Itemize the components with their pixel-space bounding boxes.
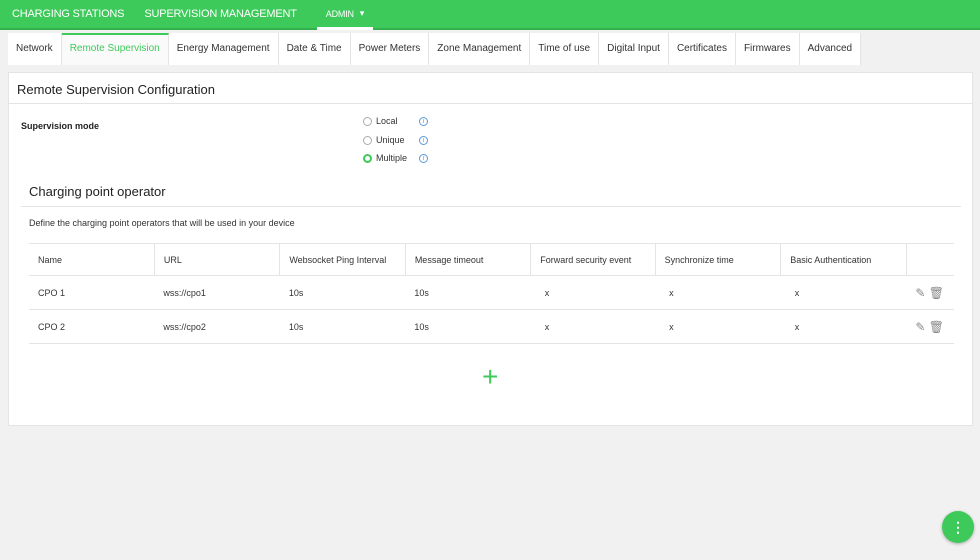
edit-pencil-icon[interactable]: ✎: [915, 319, 926, 334]
radio-unique[interactable]: Unique: [363, 135, 409, 145]
tab-zone-management[interactable]: Zone Management: [429, 33, 531, 65]
cpo-table: Name URL Websocket Ping Interval Message…: [29, 243, 954, 344]
col-forward: Forward security event: [530, 243, 656, 276]
chevron-down-icon: ▾: [359, 8, 365, 18]
cell-ping: 10s: [279, 309, 406, 344]
cell-forward: x: [530, 275, 656, 310]
col-sync: Synchronize time: [655, 243, 782, 276]
tab-firmwares[interactable]: Firmwares: [735, 33, 800, 65]
info-icon[interactable]: i: [419, 135, 428, 145]
col-timeout: Message timeout: [405, 243, 532, 276]
col-auth: Basic Authentication: [780, 243, 907, 276]
cell-sync: x: [655, 309, 781, 344]
info-icon[interactable]: i: [419, 116, 428, 126]
cell-ping: 10s: [279, 275, 406, 310]
tab-date-time[interactable]: Date & Time: [278, 33, 351, 65]
page-title: Remote Supervision Configuration: [17, 82, 215, 97]
tab-certificates[interactable]: Certificates: [668, 33, 736, 65]
radio-label: Unique: [376, 135, 405, 145]
table-header: Name URL Websocket Ping Interval Message…: [29, 243, 954, 276]
col-actions: [906, 243, 954, 276]
nav-admin[interactable]: ADMIN ▾: [316, 0, 374, 30]
top-nav-bar: CHARGING STATIONS SUPERVISION MANAGEMENT…: [0, 0, 980, 30]
tab-time-of-use[interactable]: Time of use: [530, 33, 600, 65]
info-icon[interactable]: i: [419, 153, 428, 163]
mode-row-unique: Unique i: [363, 135, 428, 145]
cell-url: wss://cpo1: [154, 275, 280, 310]
admin-label: ADMIN: [325, 8, 354, 19]
tab-energy-management[interactable]: Energy Management: [168, 33, 279, 65]
supervision-mode-label: Supervision mode: [21, 121, 100, 131]
cell-forward: x: [530, 309, 656, 344]
radio-label: Multiple: [376, 153, 408, 163]
cpo-section-title: Charging point operator: [29, 184, 166, 199]
tab-network[interactable]: Network: [8, 33, 62, 65]
more-actions-button[interactable]: ⋮: [942, 511, 974, 543]
table-row: CPO 1 wss://cpo1 10s 10s x x x ✎ 🗑: [29, 275, 954, 310]
tab-power-meters[interactable]: Power Meters: [350, 33, 430, 65]
col-name: Name: [29, 243, 155, 276]
col-url: URL: [154, 243, 281, 276]
row-actions: ✎ 🗑: [906, 275, 954, 310]
tab-remote-supervision[interactable]: Remote Supervision: [61, 33, 169, 65]
radio-circle[interactable]: [363, 135, 372, 145]
tab-digital-input[interactable]: Digital Input: [599, 33, 669, 65]
settings-tabs: Network Remote Supervision Energy Manage…: [8, 33, 862, 65]
col-ping: Websocket Ping Interval: [279, 243, 406, 276]
edit-pencil-icon[interactable]: ✎: [915, 285, 926, 300]
cell-name: CPO 1: [29, 275, 155, 310]
add-cpo-plus-icon[interactable]: +: [482, 361, 499, 392]
radio-circle-selected[interactable]: [363, 153, 372, 163]
cell-timeout: 10s: [405, 309, 531, 344]
radio-multiple[interactable]: Multiple: [363, 153, 409, 163]
config-panel: Remote Supervision Configuration Supervi…: [8, 72, 973, 426]
mode-row-local: Local i: [363, 116, 428, 126]
radio-label: Local: [376, 116, 398, 126]
table-row: CPO 2 wss://cpo2 10s 10s x x x ✎ 🗑: [29, 309, 954, 344]
cell-sync: x: [655, 275, 781, 310]
radio-circle[interactable]: [363, 116, 372, 126]
mode-row-multiple: Multiple i: [363, 153, 428, 163]
nav-charging-stations[interactable]: CHARGING STATIONS: [12, 8, 125, 20]
cell-name: CPO 2: [29, 309, 155, 344]
trash-icon[interactable]: 🗑: [928, 285, 944, 300]
cell-auth: x: [780, 275, 907, 310]
radio-local[interactable]: Local: [363, 116, 409, 126]
divider: [21, 206, 961, 207]
nav-supervision-management[interactable]: SUPERVISION MANAGEMENT: [144, 8, 297, 20]
cpo-description: Define the charging point operators that…: [29, 218, 295, 228]
trash-icon[interactable]: 🗑: [928, 319, 944, 334]
cell-url: wss://cpo2: [154, 309, 280, 344]
cell-auth: x: [780, 309, 907, 344]
tab-advanced[interactable]: Advanced: [799, 33, 862, 65]
divider: [9, 103, 972, 104]
cell-timeout: 10s: [405, 275, 531, 310]
row-actions: ✎ 🗑: [906, 309, 954, 344]
